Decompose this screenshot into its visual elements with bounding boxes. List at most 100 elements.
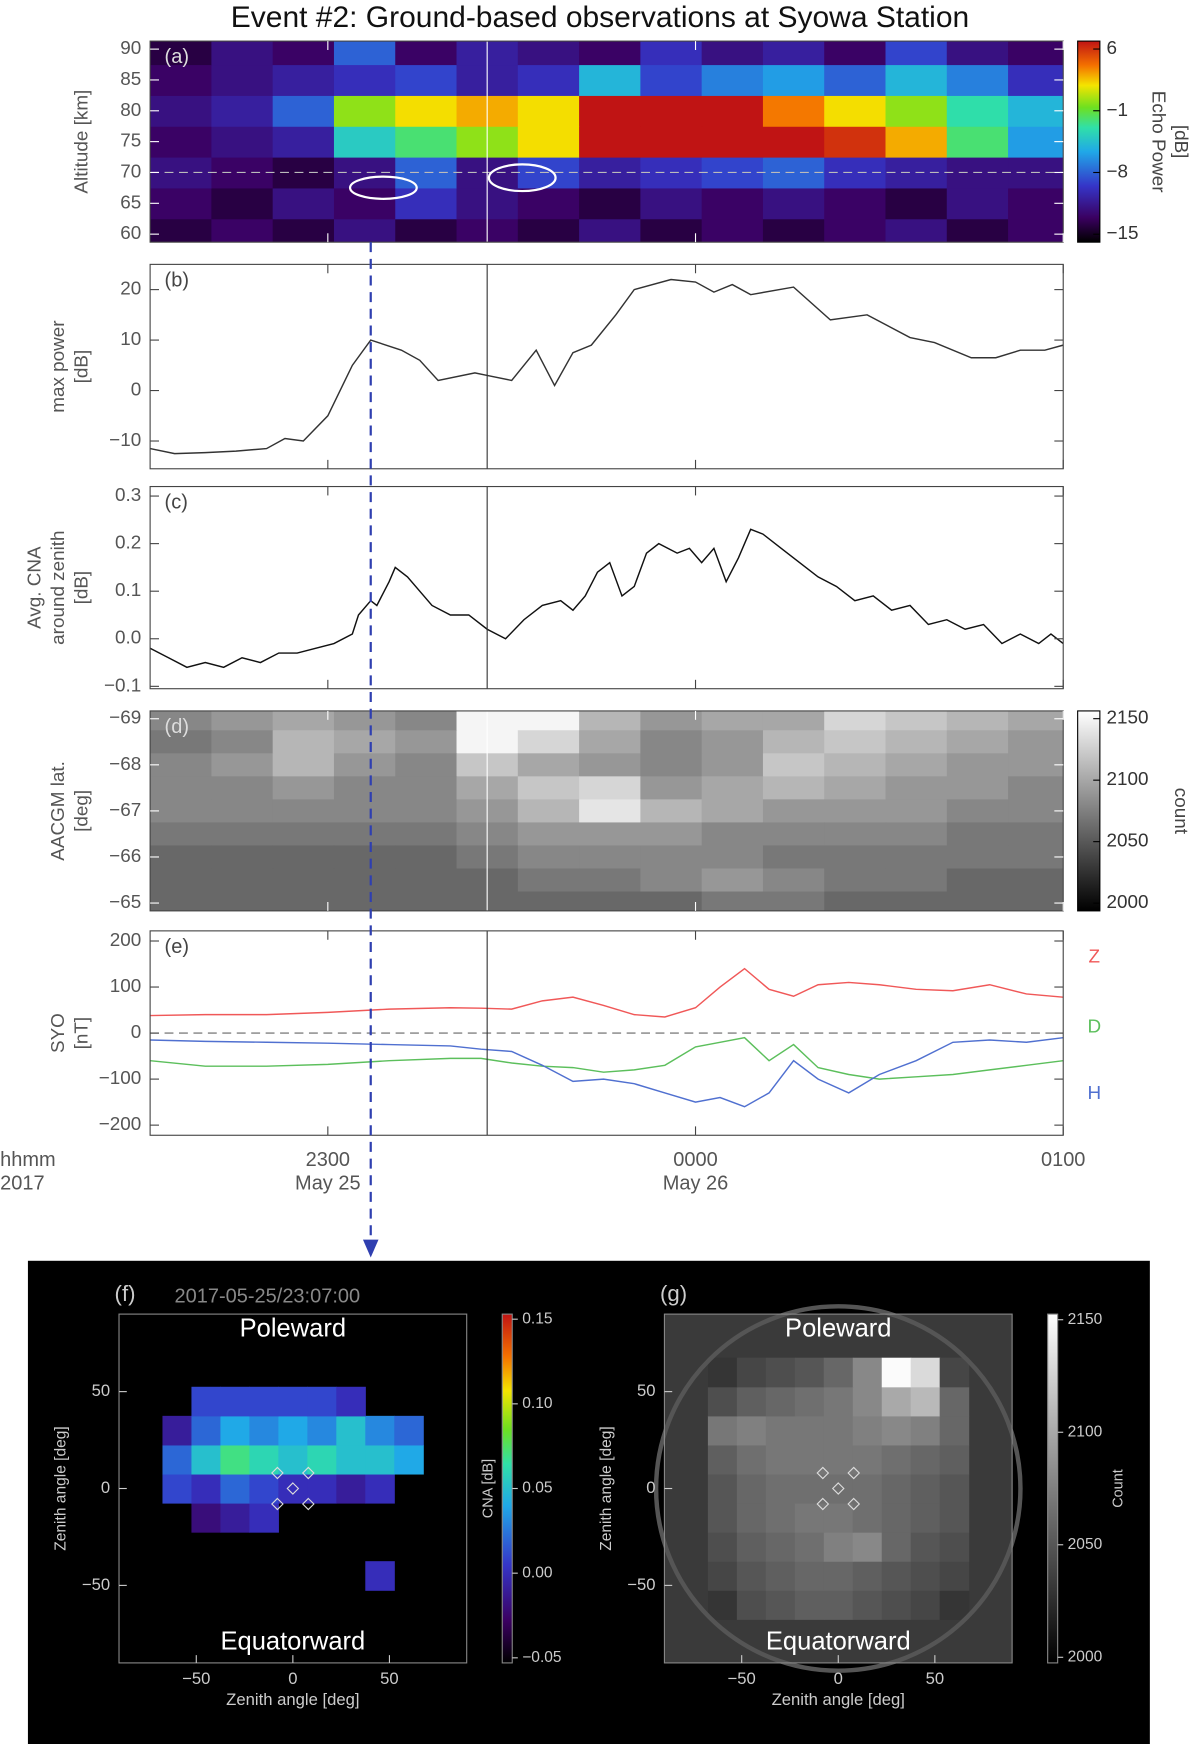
heatmap-cell — [579, 753, 641, 777]
heatmap-cell — [824, 41, 887, 66]
y-tick-label: −10 — [109, 430, 141, 451]
image-cell — [765, 1357, 796, 1388]
heatmap-cell — [946, 822, 1009, 847]
heatmap-cell — [640, 187, 703, 220]
heatmap-cell — [824, 95, 887, 127]
line — [150, 1036, 1064, 1108]
image-cell — [881, 1415, 912, 1446]
contour-cell — [365, 1415, 395, 1446]
image-cell — [707, 1532, 738, 1562]
y-tick-label: −200 — [99, 1114, 142, 1135]
annotation-ellipse — [348, 175, 418, 200]
heatmap-cell — [395, 891, 458, 911]
image-cell — [794, 1532, 825, 1562]
heatmap-cell — [824, 891, 887, 911]
image-cell — [823, 1590, 854, 1620]
heatmap-cell — [885, 868, 948, 893]
contour-cell — [191, 1503, 221, 1533]
heatmap-cell — [333, 730, 396, 754]
contour-cell — [191, 1473, 221, 1504]
timestamp: 2017-05-25/23:07:00 — [175, 1286, 361, 1308]
image-cell — [939, 1357, 970, 1388]
y-tick-label: −50 — [627, 1575, 655, 1594]
image-cell — [910, 1444, 941, 1475]
heatmap-cell — [640, 891, 703, 911]
heatmap-cell — [150, 710, 212, 731]
heatmap-cell — [333, 753, 396, 777]
image-cell — [794, 1357, 825, 1388]
image-cell — [910, 1532, 941, 1562]
heatmap-cell — [150, 64, 212, 96]
heatmap-cell — [640, 868, 703, 893]
line — [150, 1036, 1064, 1080]
plot-area — [150, 710, 1064, 911]
heatmap-cell — [333, 868, 396, 893]
heatmap-cell — [824, 845, 887, 870]
image-cell — [823, 1473, 854, 1504]
heatmap-cell — [885, 710, 948, 731]
heatmap-cell — [272, 730, 335, 754]
image-cell — [823, 1532, 854, 1562]
heatmap-cell — [701, 95, 764, 127]
heatmap-cell — [885, 845, 948, 870]
contour-cell — [278, 1444, 308, 1475]
beam-marker — [301, 1497, 315, 1511]
contour-cell — [278, 1473, 308, 1504]
contour-cell — [307, 1444, 337, 1475]
heatmap-cell — [1008, 776, 1064, 800]
heatmap-cell — [762, 64, 825, 96]
colorbar-tick-label: −0.05 — [522, 1649, 561, 1666]
legend-label: Z — [1089, 947, 1101, 968]
x-axis-label: hhmm — [0, 1149, 56, 1171]
beam-marker — [831, 1482, 845, 1495]
image-cell — [852, 1503, 883, 1533]
y-tick-label: 0.1 — [115, 580, 141, 601]
heatmap-cell — [517, 891, 580, 911]
y-axis-label: around zenith — [48, 530, 69, 644]
heatmap-cell — [640, 95, 703, 127]
contour-cell — [162, 1473, 193, 1504]
colorbar-label: [dB] — [1170, 125, 1191, 159]
image-cell — [823, 1415, 854, 1446]
heatmap-cell — [824, 126, 887, 158]
image-cell — [794, 1590, 825, 1620]
heatmap-cell — [946, 64, 1009, 96]
heatmap-cell — [211, 730, 274, 754]
heatmap-cell — [272, 95, 335, 127]
y-axis-label: AACGM lat. — [48, 761, 69, 861]
colorbar-tick-label: 2100 — [1068, 1423, 1103, 1440]
image-cell — [939, 1415, 970, 1446]
beam-marker — [847, 1497, 861, 1511]
image-cell — [707, 1357, 738, 1388]
heatmap-cell — [517, 776, 580, 800]
y-tick-label: −66 — [109, 846, 141, 867]
beam-marker — [271, 1466, 284, 1480]
x-tick-label: 0 — [834, 1669, 843, 1688]
heatmap-cell — [762, 822, 825, 847]
heatmap-cell — [762, 187, 825, 220]
heatmap-cell — [640, 845, 703, 870]
image-cell — [736, 1357, 767, 1388]
heatmap-cell — [762, 868, 825, 893]
heatmap-cell — [150, 187, 212, 220]
heatmap-cell — [272, 822, 335, 847]
heatmap-cell — [272, 218, 335, 243]
image-cell — [794, 1386, 825, 1417]
image-cell — [823, 1503, 854, 1533]
heatmap-cell — [517, 868, 580, 893]
heatmap-cell — [150, 822, 212, 847]
plot-frame — [149, 263, 1064, 470]
image-cell — [823, 1357, 854, 1388]
image-cell — [823, 1386, 854, 1417]
heatmap-cell — [333, 187, 396, 220]
heatmap-cell — [333, 126, 396, 158]
panel-label: (g) — [660, 1281, 687, 1306]
x-tick-label: 2300 — [306, 1149, 350, 1171]
heatmap-cell — [395, 753, 458, 777]
heatmap-cell — [885, 95, 948, 127]
heatmap-cell — [946, 730, 1009, 754]
image-cell — [765, 1444, 796, 1475]
plot-area — [150, 278, 1064, 455]
image-cell — [852, 1357, 883, 1388]
image-cell — [823, 1444, 854, 1475]
